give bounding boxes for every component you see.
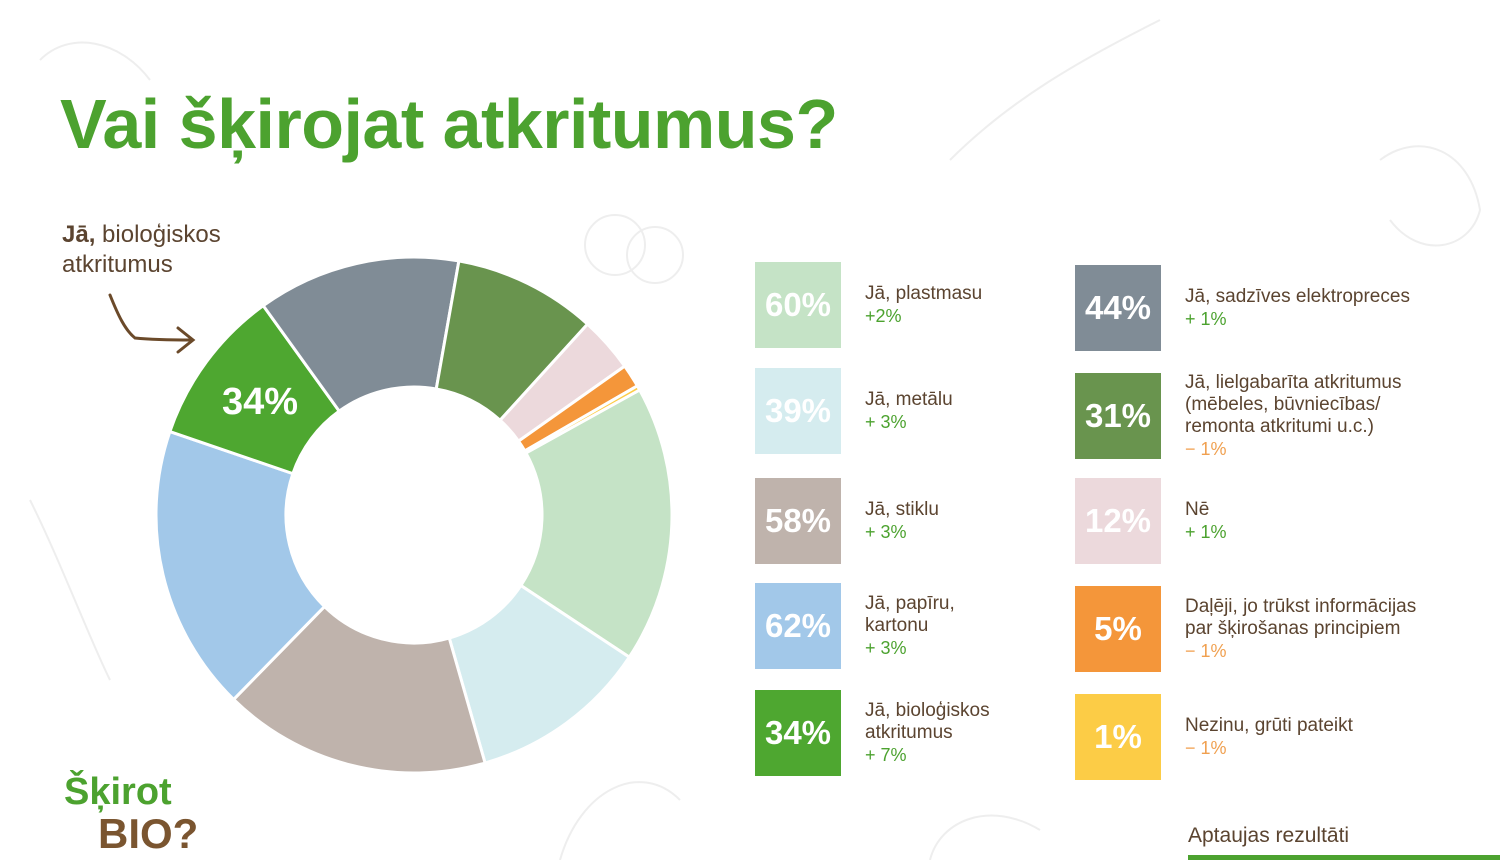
legend-change: − 1%	[1185, 641, 1227, 661]
legend-value-box: 1%	[1075, 694, 1161, 780]
legend-change: + 1%	[1185, 522, 1227, 542]
legend-item: 1% Nezinu, grūti pateikt − 1%	[1075, 694, 1353, 780]
legend-change: + 3%	[865, 412, 907, 432]
legend-value-box: 31%	[1075, 373, 1161, 459]
donut-slice-2	[231, 604, 487, 775]
donut-slice-9	[522, 383, 642, 455]
legend-label-block: Jā, lielgabarīta atkritumus (mēbeles, bū…	[1185, 372, 1445, 460]
logo-skirot-bio: Šķirot BIO?	[64, 772, 198, 856]
legend-label-block: Jā, plastmasu +2%	[865, 283, 982, 327]
highlight-callout: Jā, bioloģiskos atkritumus	[62, 220, 221, 280]
carrot-sketch-icon	[949, 19, 1161, 161]
legend-value-box: 60%	[755, 262, 841, 348]
donut-chart: 34%	[154, 255, 674, 775]
page-title: Vai šķirojat atkritumus?	[60, 85, 838, 163]
legend-label-block: Nē + 1%	[1185, 499, 1227, 543]
legend-item: 44% Jā, sadzīves elektropreces + 1%	[1075, 265, 1410, 351]
beet-sketch-icon	[1379, 145, 1482, 247]
legend-label: Jā, metālu	[865, 389, 953, 410]
legend-label-block: Jā, sadzīves elektropreces + 1%	[1185, 286, 1410, 330]
legend-label: Jā, plastmasu	[865, 283, 983, 304]
legend-item: 5% Daļēji, jo trūkst informācijas par šķi…	[1075, 586, 1445, 672]
legend-label: Nezinu, grūti pateikt	[1185, 715, 1353, 736]
apple-sketch-icon	[39, 41, 151, 81]
donut-slice-label-bio: 34%	[222, 381, 298, 423]
legend-change: + 3%	[865, 522, 907, 542]
legend-change: − 1%	[1185, 439, 1227, 459]
carrot-left-sketch-icon	[29, 499, 111, 681]
legend-label: Jā, sadzīves elektropreces	[1185, 286, 1410, 307]
legend-item: 31% Jā, lielgabarīta atkritumus (mēbeles,…	[1075, 372, 1445, 460]
legend-label-block: Nezinu, grūti pateikt − 1%	[1185, 715, 1353, 759]
legend-label: Jā, stiklu	[865, 499, 939, 520]
legend-label-block: Jā, bioloģiskos atkritumus + 7%	[865, 700, 1015, 766]
callout-text: bioloģiskos	[95, 221, 221, 248]
legend-change: +2%	[865, 306, 902, 326]
avocado-sketch-icon	[559, 781, 681, 860]
survey-results-label: Aptaujas rezultāti	[1188, 824, 1350, 847]
donut-slice-5	[261, 255, 461, 414]
legend-item: 58% Jā, stiklu + 3%	[755, 478, 939, 564]
donut-slice-3	[154, 429, 327, 702]
legend-change: − 1%	[1185, 738, 1227, 758]
logo-line1: Šķirot	[64, 771, 172, 813]
callout-line2: atkritumus	[62, 251, 173, 278]
legend-change: + 3%	[865, 638, 907, 658]
legend-value-box: 44%	[1075, 265, 1161, 351]
legend-label: Nē	[1185, 499, 1210, 520]
legend-value-box: 34%	[755, 690, 841, 776]
legend-item: 12% Nē + 1%	[1075, 478, 1227, 564]
legend-value-box: 5%	[1075, 586, 1161, 672]
legend-label: Jā, papīru, kartonu	[865, 593, 955, 636]
legend-change: + 7%	[865, 745, 907, 765]
curved-arrow-icon	[108, 293, 196, 354]
legend-item: 60% Jā, plastmasu +2%	[755, 262, 982, 348]
legend-label-block: Jā, papīru, kartonu + 3%	[865, 593, 1015, 659]
legend-change: + 1%	[1185, 309, 1227, 329]
callout-bold: Jā,	[62, 221, 96, 248]
legend-label-block: Jā, metālu + 3%	[865, 389, 953, 433]
legend-item: 62% Jā, papīru, kartonu + 3%	[755, 583, 1015, 669]
legend-value-box: 12%	[1075, 478, 1161, 564]
legend-label-block: Daļēji, jo trūkst informācijas par šķiro…	[1185, 596, 1445, 662]
legend-value-box: 39%	[755, 368, 841, 454]
legend-label: Daļēji, jo trūkst informācijas par šķiro…	[1185, 596, 1417, 639]
legend-label-block: Jā, stiklu + 3%	[865, 499, 939, 543]
legend-value-box: 58%	[755, 478, 841, 564]
legend-label: Jā, lielgabarīta atkritumus (mēbeles, bū…	[1185, 372, 1402, 437]
legend-item: 34% Jā, bioloģiskos atkritumus + 7%	[755, 690, 1015, 776]
donut-slice-0	[518, 387, 674, 660]
legend-item: 39% Jā, metālu + 3%	[755, 368, 953, 454]
logo-line2: BIO?	[98, 810, 199, 857]
cherry-sketch-icon	[584, 214, 646, 276]
survey-underline	[1188, 855, 1500, 860]
legend-label: Jā, bioloģiskos atkritumus	[865, 700, 990, 743]
legend-value-box: 62%	[755, 583, 841, 669]
cauliflower-sketch-icon	[929, 814, 1041, 860]
